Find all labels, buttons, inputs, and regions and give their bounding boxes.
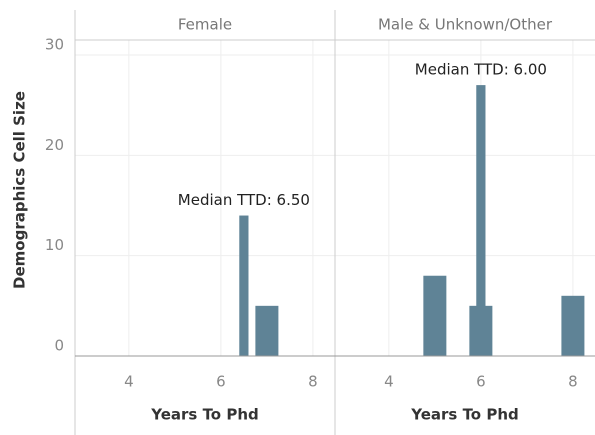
- y-tick-label: 0: [54, 337, 64, 355]
- bar: [239, 215, 249, 356]
- y-axis-title: Demographics Cell Size: [11, 91, 29, 289]
- facet-title: Female: [178, 16, 232, 34]
- x-tick-label: 8: [568, 373, 578, 391]
- x-tick-label: 4: [384, 373, 394, 391]
- bar: [469, 305, 493, 356]
- x-axis-title: Years To Phd: [410, 406, 519, 424]
- bar: [423, 275, 447, 356]
- annotation: Median TTD: 6.50: [178, 191, 310, 209]
- facet-title: Male & Unknown/Other: [378, 16, 553, 34]
- x-tick-label: 6: [476, 373, 486, 391]
- y-tick-label: 20: [45, 136, 64, 154]
- y-tick-label: 10: [45, 236, 64, 254]
- bar: [476, 85, 486, 356]
- x-axis-title: Years To Phd: [150, 406, 259, 424]
- x-tick-label: 6: [216, 373, 226, 391]
- annotation: Median TTD: 6.00: [415, 61, 547, 79]
- x-tick-label: 8: [308, 373, 318, 391]
- x-tick-label: 4: [124, 373, 134, 391]
- bar: [255, 305, 279, 356]
- y-tick-label: 30: [45, 36, 64, 54]
- bar: [561, 295, 585, 356]
